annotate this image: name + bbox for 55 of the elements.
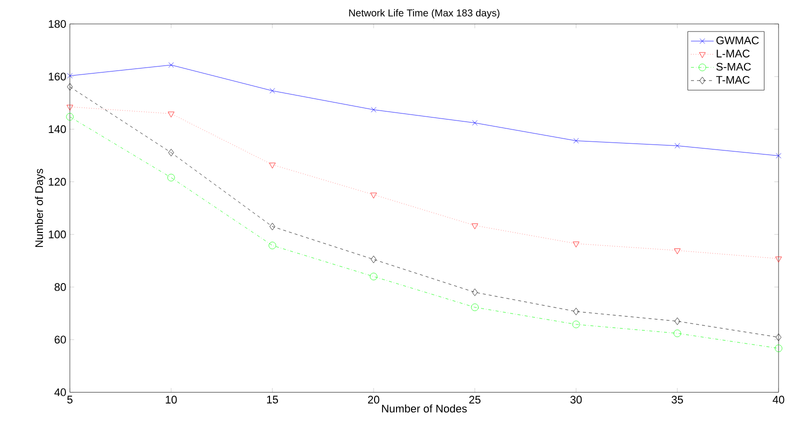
point (472, 120, 478, 126)
y-tick-label: 40 (54, 388, 66, 396)
y-tick-label: 120 (48, 178, 66, 186)
x-tick-label: 5 (67, 396, 72, 404)
point (168, 148, 174, 156)
point (573, 138, 579, 144)
point (471, 304, 479, 311)
point (775, 256, 782, 262)
x-tick-label: 35 (672, 396, 683, 404)
y-tick-label: 80 (54, 283, 66, 291)
point (674, 248, 681, 254)
y-tick-label: 160 (48, 72, 66, 80)
x-tick-label: 25 (469, 396, 480, 404)
point (67, 73, 73, 78)
point (168, 112, 174, 118)
point (472, 288, 478, 296)
point (167, 174, 175, 182)
point (66, 104, 74, 110)
point (370, 106, 376, 112)
y-tick-label: 100 (48, 230, 66, 238)
x-tick-label: 10 (166, 396, 177, 404)
x-tick-label: 20 (368, 396, 380, 404)
point (268, 242, 276, 250)
point (674, 143, 680, 148)
point (472, 223, 478, 230)
point (674, 317, 680, 325)
y-axis-title: Number of Days (34, 168, 46, 247)
point (270, 222, 276, 230)
point (269, 162, 276, 168)
point (776, 333, 782, 341)
point (370, 192, 377, 198)
point (370, 256, 376, 264)
y-tick-label: 140 (48, 125, 66, 133)
y-tick-label: 60 (54, 336, 66, 344)
legend-label: L-MAC (716, 50, 750, 58)
point (774, 344, 782, 352)
legend-label: S-MAC (716, 62, 751, 71)
point (573, 308, 579, 316)
y-tick-label: 180 (48, 20, 66, 28)
point (66, 113, 74, 120)
point (270, 88, 276, 94)
point (572, 320, 580, 328)
x-axis-title: Number of Nodes (382, 404, 467, 412)
legend-label: GWMAC (716, 36, 759, 44)
legend-label: T-MAC (716, 76, 750, 84)
point (168, 62, 174, 68)
x-tick-label: 30 (570, 396, 582, 404)
point (370, 272, 378, 280)
chart-title: Network Life Time (Max 183 days) (349, 9, 500, 18)
x-tick-label: 40 (772, 396, 784, 404)
point (776, 152, 782, 158)
point (67, 83, 73, 90)
point (674, 330, 682, 337)
x-tick-label: 15 (267, 396, 278, 404)
point (572, 242, 580, 248)
